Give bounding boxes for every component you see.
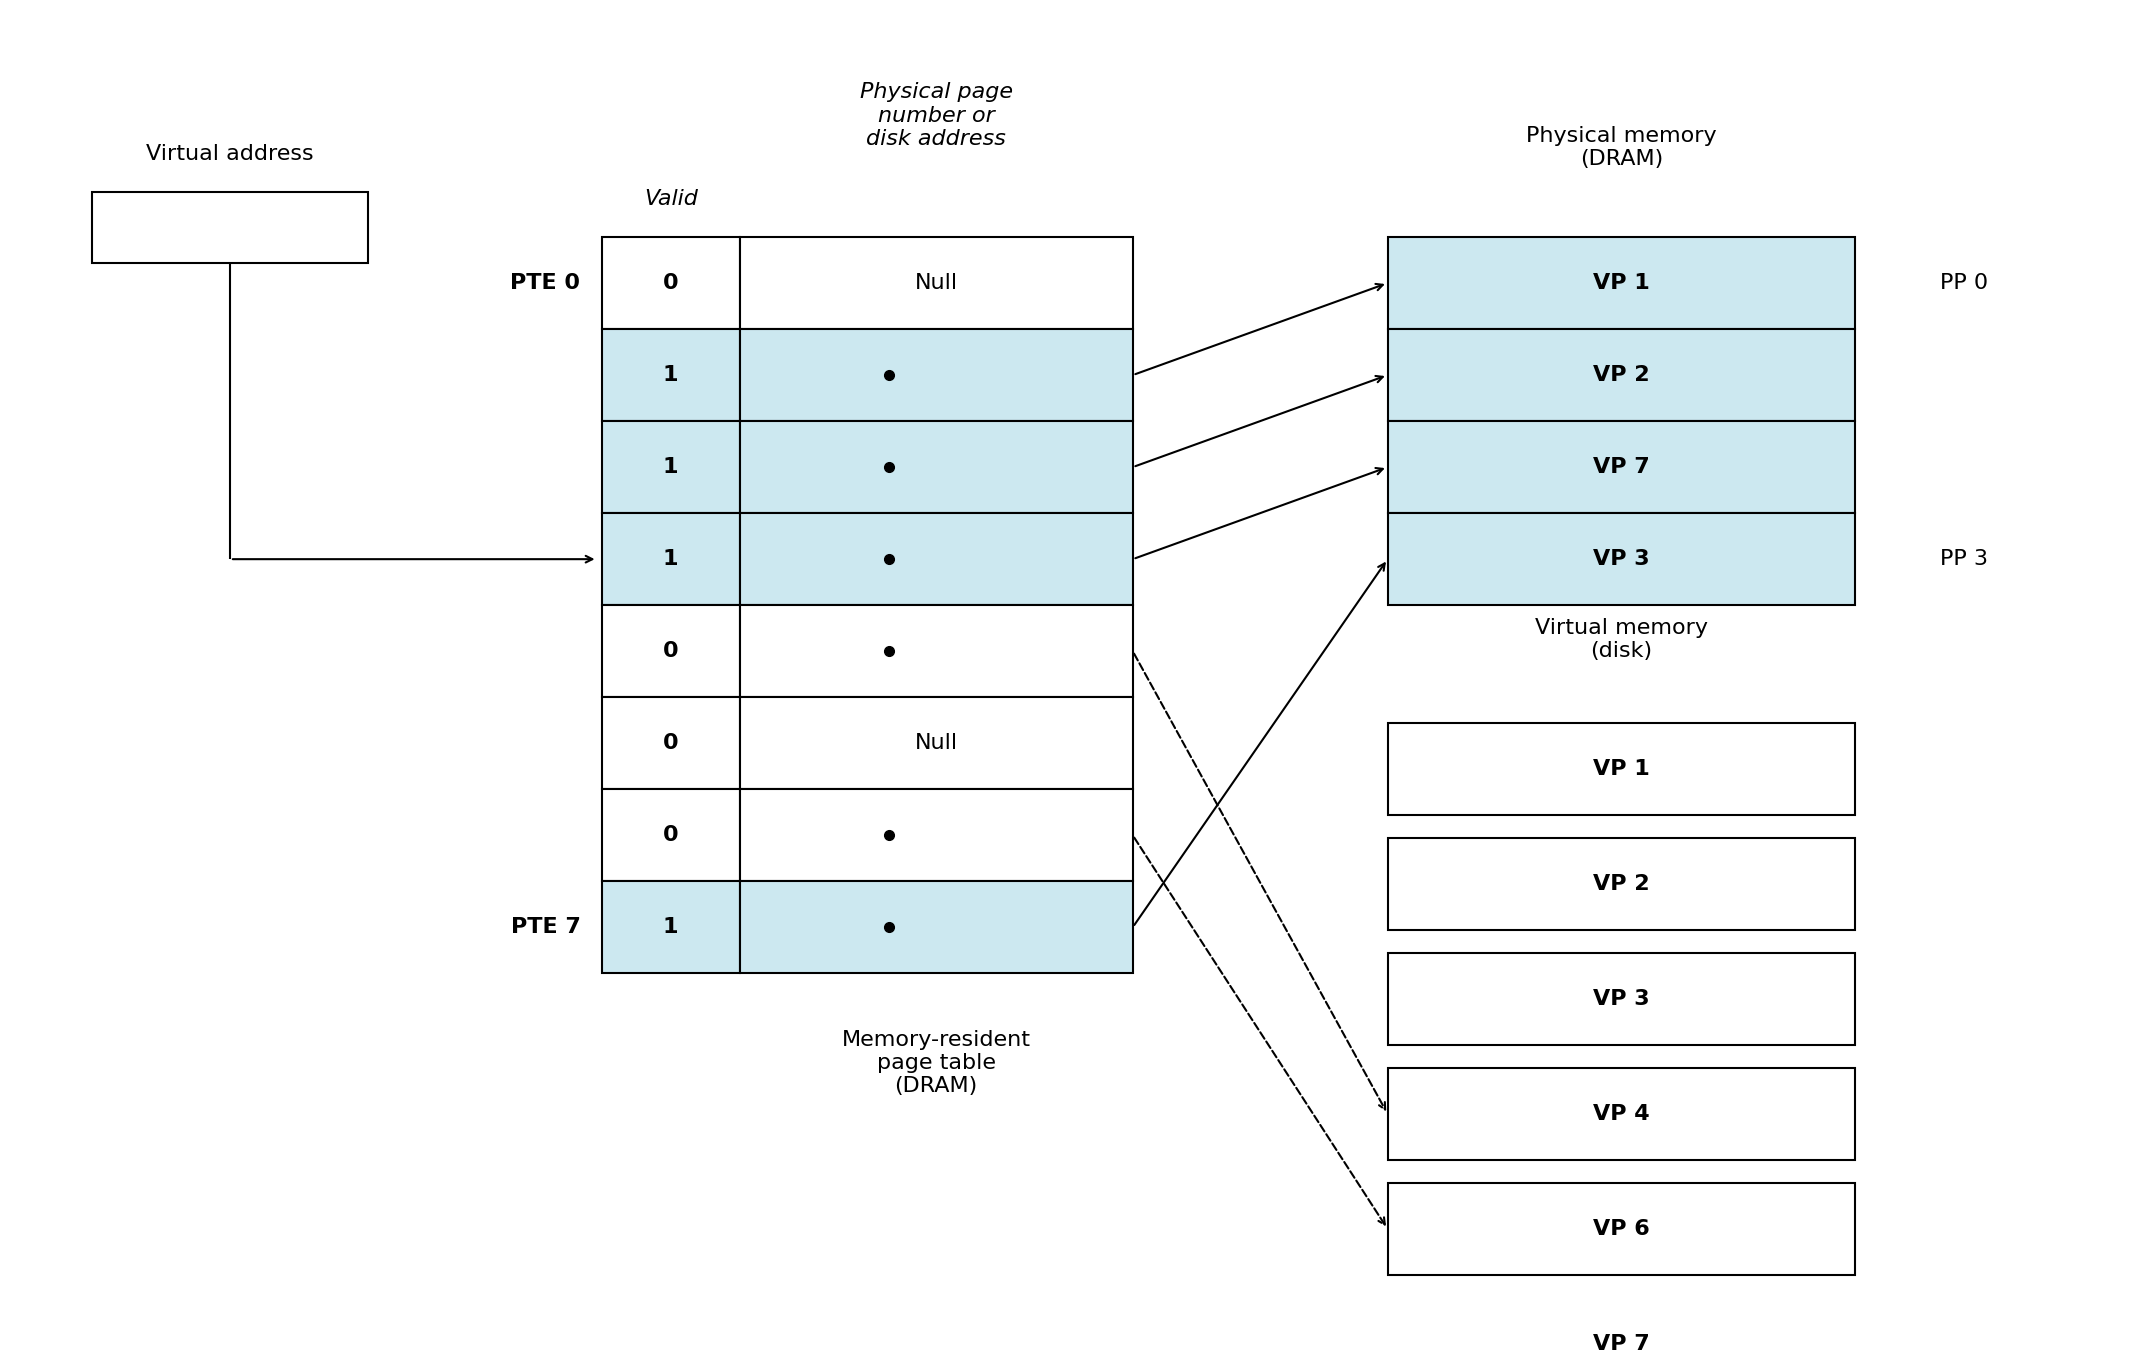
FancyBboxPatch shape — [740, 329, 1133, 421]
Text: 1: 1 — [663, 917, 678, 937]
Text: Null: Null — [915, 273, 958, 293]
Text: 0: 0 — [663, 733, 678, 753]
Text: 1: 1 — [663, 549, 678, 570]
FancyBboxPatch shape — [1388, 838, 1856, 930]
FancyBboxPatch shape — [601, 882, 740, 973]
FancyBboxPatch shape — [1388, 421, 1856, 513]
Text: Virtual memory
(disk): Virtual memory (disk) — [1535, 618, 1708, 662]
FancyBboxPatch shape — [601, 790, 740, 882]
FancyBboxPatch shape — [740, 421, 1133, 513]
FancyBboxPatch shape — [1388, 722, 1856, 815]
Text: VP 1: VP 1 — [1593, 273, 1651, 293]
Text: PTE 7: PTE 7 — [511, 917, 579, 937]
FancyBboxPatch shape — [601, 238, 740, 329]
Text: 0: 0 — [663, 641, 678, 662]
FancyBboxPatch shape — [601, 421, 740, 513]
Text: PTE 0: PTE 0 — [511, 273, 579, 293]
Text: VP 4: VP 4 — [1593, 1104, 1651, 1125]
FancyBboxPatch shape — [1388, 513, 1856, 605]
Text: VP 7: VP 7 — [1593, 1334, 1651, 1350]
FancyBboxPatch shape — [740, 238, 1133, 329]
FancyBboxPatch shape — [1388, 1297, 1856, 1350]
FancyBboxPatch shape — [1388, 1183, 1856, 1274]
FancyBboxPatch shape — [601, 605, 740, 697]
FancyBboxPatch shape — [740, 790, 1133, 882]
Text: Null: Null — [915, 733, 958, 753]
FancyBboxPatch shape — [740, 697, 1133, 790]
FancyBboxPatch shape — [601, 329, 740, 421]
Text: VP 3: VP 3 — [1593, 990, 1651, 1008]
Text: VP 1: VP 1 — [1593, 759, 1651, 779]
Text: Memory-resident
page table
(DRAM): Memory-resident page table (DRAM) — [842, 1030, 1031, 1096]
Text: 1: 1 — [663, 458, 678, 477]
Text: Physical memory
(DRAM): Physical memory (DRAM) — [1527, 126, 1717, 169]
FancyBboxPatch shape — [1388, 238, 1856, 329]
Text: PP 0: PP 0 — [1939, 273, 1988, 293]
FancyBboxPatch shape — [601, 513, 740, 605]
Text: VP 2: VP 2 — [1593, 364, 1651, 385]
Text: VP 7: VP 7 — [1593, 458, 1651, 477]
Text: 1: 1 — [663, 364, 678, 385]
FancyBboxPatch shape — [1388, 953, 1856, 1045]
Text: Physical page
number or
disk address: Physical page number or disk address — [859, 82, 1013, 148]
Text: PP 3: PP 3 — [1939, 549, 1988, 570]
Text: VP 2: VP 2 — [1593, 873, 1651, 894]
FancyBboxPatch shape — [740, 513, 1133, 605]
FancyBboxPatch shape — [1388, 329, 1856, 421]
Text: VP 3: VP 3 — [1593, 549, 1651, 570]
Text: 0: 0 — [663, 825, 678, 845]
FancyBboxPatch shape — [740, 882, 1133, 973]
FancyBboxPatch shape — [740, 605, 1133, 697]
Text: Valid: Valid — [644, 189, 697, 209]
FancyBboxPatch shape — [601, 697, 740, 790]
FancyBboxPatch shape — [92, 192, 368, 263]
Text: 0: 0 — [663, 273, 678, 293]
Text: VP 6: VP 6 — [1593, 1219, 1651, 1239]
Text: Virtual address: Virtual address — [145, 144, 314, 163]
FancyBboxPatch shape — [1388, 1068, 1856, 1160]
